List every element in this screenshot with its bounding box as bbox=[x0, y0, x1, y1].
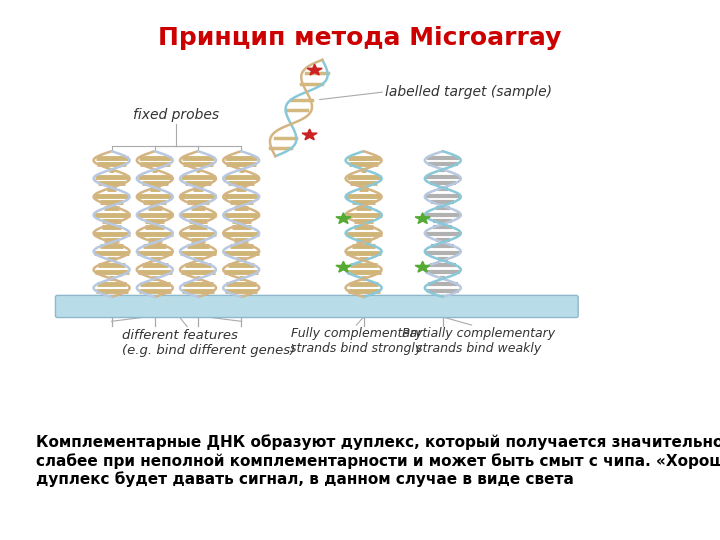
Text: fixed probes: fixed probes bbox=[133, 107, 220, 122]
Text: Комплементарные ДНК образуют дуплекс, который получается значительно
слабее при : Комплементарные ДНК образуют дуплекс, ко… bbox=[36, 435, 720, 487]
Polygon shape bbox=[336, 213, 351, 224]
Text: Принцип метода Microarray: Принцип метода Microarray bbox=[158, 26, 562, 50]
Text: Partially complementary
strands bind weakly: Partially complementary strands bind wea… bbox=[402, 327, 555, 355]
Polygon shape bbox=[307, 64, 322, 75]
Polygon shape bbox=[336, 261, 351, 272]
Text: labelled target (sample): labelled target (sample) bbox=[385, 85, 552, 99]
Polygon shape bbox=[302, 129, 317, 140]
FancyBboxPatch shape bbox=[55, 295, 578, 318]
Text: Fully complementary
strands bind strongly: Fully complementary strands bind strongl… bbox=[290, 327, 423, 355]
Polygon shape bbox=[415, 261, 430, 272]
Text: different features
(e.g. bind different genes): different features (e.g. bind different … bbox=[122, 329, 296, 357]
Polygon shape bbox=[415, 213, 430, 224]
